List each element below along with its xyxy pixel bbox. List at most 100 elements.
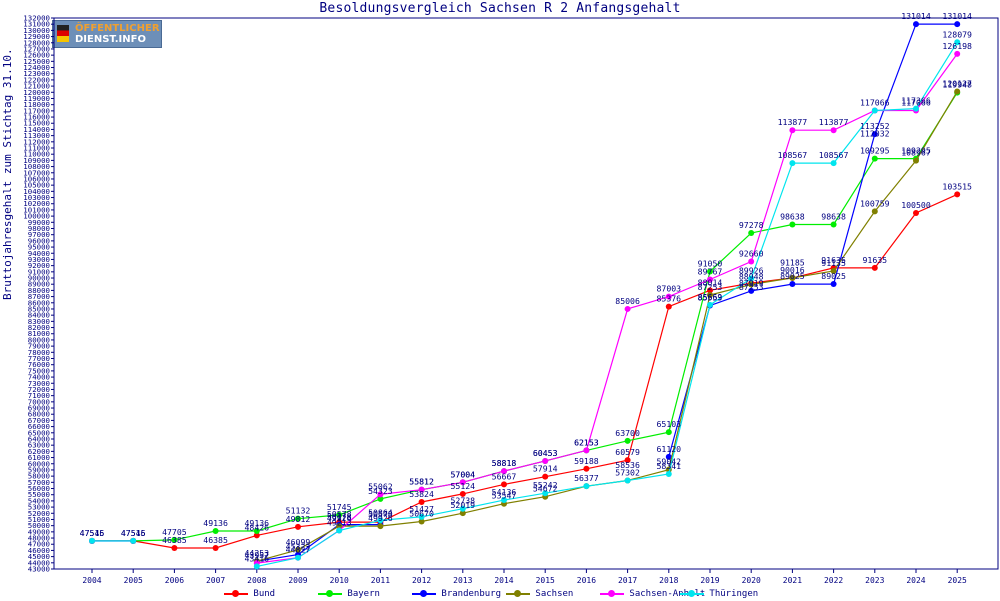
- data-point: [748, 258, 755, 265]
- data-label: 87003: [656, 284, 681, 294]
- legend-swatch: [224, 589, 248, 598]
- data-label: 55062: [368, 481, 393, 491]
- y-tick-label: 119000: [23, 94, 50, 103]
- data-point: [418, 498, 425, 505]
- data-point: [459, 505, 466, 512]
- data-label: 89926: [739, 265, 764, 275]
- y-tick-label: 74000: [28, 373, 50, 382]
- data-label: 89025: [821, 271, 846, 281]
- data-point: [665, 293, 672, 300]
- y-tick-label: 110000: [23, 150, 50, 159]
- y-tick-label: 131000: [23, 20, 50, 29]
- data-point: [871, 264, 878, 271]
- legend-label: Bayern: [342, 589, 380, 599]
- data-label: 62153: [574, 437, 599, 447]
- x-tick-label: 2018: [659, 576, 678, 585]
- data-point: [954, 191, 961, 198]
- y-tick-label: 84000: [28, 311, 50, 320]
- x-tick-label: 2011: [371, 576, 390, 585]
- data-label: 97278: [739, 220, 764, 230]
- data-label: 120127: [942, 79, 972, 89]
- y-tick-label: 113000: [23, 131, 50, 140]
- data-label: 109295: [860, 146, 890, 156]
- data-label: 98638: [821, 212, 846, 222]
- data-point: [624, 477, 631, 484]
- y-tick-label: 114000: [23, 125, 50, 134]
- data-label: 91135: [821, 258, 846, 268]
- data-label: 109295: [901, 146, 931, 156]
- data-label: 85006: [615, 296, 640, 306]
- data-point: [212, 528, 219, 535]
- y-tick-label: 97000: [28, 230, 50, 239]
- legend-swatch: [600, 589, 624, 598]
- y-tick-label: 120000: [23, 88, 50, 97]
- data-label: 103515: [942, 181, 972, 191]
- data-label: 87919: [739, 278, 764, 288]
- data-label: 49136: [203, 518, 228, 528]
- data-point: [377, 517, 384, 524]
- data-point: [624, 305, 631, 312]
- data-label: 126198: [942, 41, 972, 51]
- x-tick-label: 2019: [700, 576, 719, 585]
- data-point: [459, 479, 466, 486]
- data-point: [336, 527, 343, 534]
- data-point: [295, 554, 301, 561]
- y-tick-label: 79000: [28, 342, 50, 351]
- series-line-3: [92, 91, 958, 562]
- data-label: 128079: [942, 29, 972, 39]
- y-tick-label: 61000: [28, 453, 50, 462]
- data-point: [171, 545, 178, 552]
- data-label: 108567: [819, 150, 849, 160]
- x-tick-label: 2022: [824, 576, 843, 585]
- legend-swatch: [412, 589, 436, 598]
- y-tick-label: 71000: [28, 391, 50, 400]
- x-tick-label: 2007: [206, 576, 225, 585]
- data-label: 89767: [698, 266, 723, 276]
- data-label: 49926: [368, 513, 393, 523]
- y-tick-label: 75000: [28, 366, 50, 375]
- data-point: [830, 160, 837, 167]
- y-tick-label: 55000: [28, 490, 50, 499]
- data-point: [377, 495, 384, 502]
- y-tick-label: 106000: [23, 174, 50, 183]
- data-point: [871, 131, 878, 138]
- data-point: [542, 473, 549, 480]
- y-tick-label: 47000: [28, 540, 50, 549]
- y-tick-label: 68000: [28, 410, 50, 419]
- data-point: [913, 210, 919, 217]
- data-label: 47545: [121, 528, 146, 538]
- data-label: 58536: [615, 460, 640, 470]
- data-label: 91635: [821, 255, 846, 265]
- data-point: [501, 497, 507, 504]
- data-point: [789, 221, 796, 228]
- y-tick-label: 132000: [23, 14, 50, 23]
- series-line-0: [92, 193, 958, 549]
- data-label: 89025: [780, 271, 805, 281]
- data-label: 119948: [942, 80, 972, 90]
- y-tick-label: 101000: [23, 205, 50, 214]
- data-label: 63700: [615, 428, 640, 438]
- data-point: [748, 229, 755, 236]
- data-label: 61120: [656, 444, 681, 454]
- data-label: 100500: [901, 200, 931, 210]
- data-label: 100759: [860, 198, 890, 208]
- data-label: 92660: [739, 249, 764, 259]
- legend-item: Thüringen: [680, 589, 758, 599]
- data-point: [830, 281, 837, 288]
- data-label: 47705: [162, 527, 187, 537]
- data-label: 43416: [244, 553, 269, 563]
- logo: ÖFFENTLICHER DIENST.INFO: [52, 20, 162, 48]
- data-point: [830, 127, 837, 134]
- data-point: [871, 208, 878, 215]
- data-label: 87253: [739, 282, 764, 292]
- data-label: 112032: [860, 129, 890, 139]
- data-point: [295, 546, 301, 553]
- data-label: 87253: [698, 282, 723, 292]
- data-point: [830, 267, 837, 274]
- legend: Bund Bayern Brandenburg Sachsen Sachsen-…: [0, 589, 1000, 601]
- data-point: [253, 528, 260, 535]
- y-tick-label: 102000: [23, 199, 50, 208]
- data-label: 50864: [368, 507, 393, 517]
- y-tick-label: 51000: [28, 515, 50, 524]
- data-point: [130, 537, 137, 544]
